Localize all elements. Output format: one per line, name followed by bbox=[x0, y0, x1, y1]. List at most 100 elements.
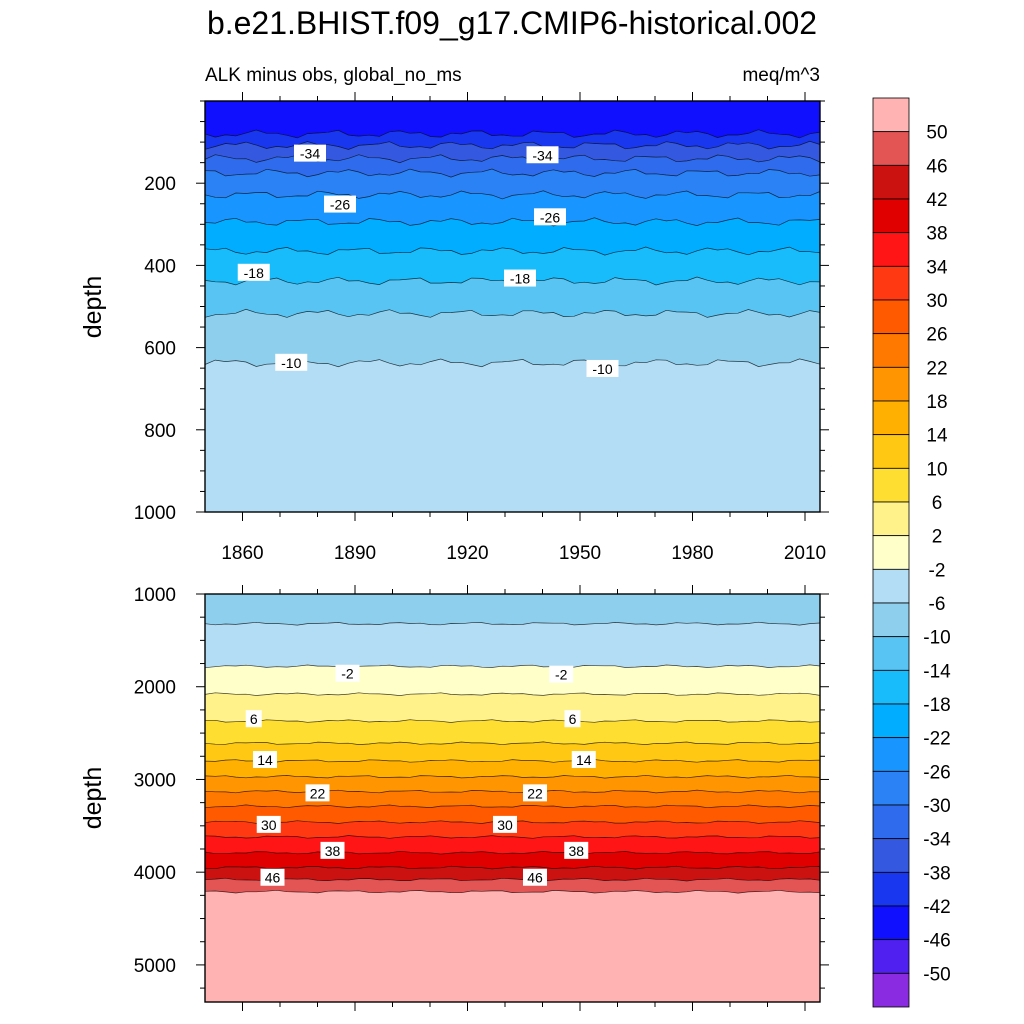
figure-title: b.e21.BHIST.f09_g17.CMIP6-historical.002 bbox=[207, 5, 817, 41]
contour-band bbox=[205, 851, 820, 869]
colorbar-swatch bbox=[872, 905, 910, 941]
plot-frame bbox=[204, 593, 821, 1003]
contour-label-text: 14 bbox=[257, 752, 273, 768]
contour-label-text: -10 bbox=[281, 355, 301, 371]
lower-fills bbox=[205, 594, 820, 1002]
y-tick-label: 200 bbox=[144, 174, 176, 195]
contour-line bbox=[204, 835, 821, 839]
contour-label-text: 46 bbox=[265, 870, 281, 886]
contour-label-box bbox=[253, 750, 277, 768]
contour-label: -18 bbox=[237, 263, 270, 281]
colorbar-label: -26 bbox=[923, 762, 950, 783]
colorbar-swatch bbox=[872, 804, 910, 840]
x-tick-label: 1920 bbox=[446, 543, 488, 564]
upper-contour-lines bbox=[204, 129, 821, 368]
contour-line bbox=[204, 308, 821, 318]
colorbar-swatch bbox=[872, 636, 910, 671]
contour-label-box bbox=[549, 665, 574, 683]
contour-band bbox=[205, 309, 820, 367]
contour-line bbox=[204, 889, 821, 894]
contour-band bbox=[205, 664, 820, 696]
lower-contour-labels: -2 -2 6 6 14 14 22 22 30 30 38 38 46 46 bbox=[245, 664, 596, 886]
contour-label: -2 bbox=[335, 664, 360, 682]
colorbar-label: 46 bbox=[926, 156, 947, 177]
contour-line bbox=[204, 621, 821, 626]
colorbar-label: -18 bbox=[923, 695, 950, 716]
contour-label-box bbox=[256, 815, 281, 833]
contour-line bbox=[204, 168, 821, 178]
colorbar-label: 42 bbox=[926, 190, 947, 211]
contour-line bbox=[204, 741, 821, 746]
colorbar-label: -6 bbox=[929, 594, 946, 615]
upper-ylabel: depth bbox=[79, 276, 107, 339]
contour-label: 30 bbox=[256, 815, 281, 833]
lower-ylabel: depth bbox=[79, 767, 107, 830]
colorbar-swatch bbox=[872, 198, 910, 234]
colorbar-swatch bbox=[872, 232, 910, 267]
upper-fills bbox=[205, 101, 820, 512]
contour-label-text: -26 bbox=[540, 209, 560, 225]
y-tick-label: 4000 bbox=[134, 863, 176, 884]
contour-label-box bbox=[275, 353, 308, 371]
contour-label-text: -2 bbox=[555, 667, 568, 683]
contour-label-box bbox=[335, 664, 360, 682]
contour-line bbox=[204, 850, 821, 855]
colorbar-label: -42 bbox=[923, 897, 950, 918]
contour-label-box bbox=[564, 841, 589, 859]
colorbar-swatch bbox=[872, 333, 910, 368]
contour-label: 22 bbox=[305, 784, 330, 802]
colorbar-label: -10 bbox=[923, 628, 950, 649]
contour-label-box bbox=[523, 784, 547, 802]
contour-label-text: -34 bbox=[532, 147, 552, 163]
contour-line bbox=[205, 719, 821, 723]
left-subtitle: ALK minus obs, global_no_ms bbox=[205, 65, 462, 86]
upper-panel: -34 -34 -26 -26 -18 -18 -10 -10 200 400 600 800 100… bbox=[79, 92, 829, 564]
contour-label-text: -18 bbox=[510, 271, 530, 287]
contour-band bbox=[205, 759, 820, 779]
contour-label-box bbox=[237, 263, 270, 281]
colorbar-label: 22 bbox=[926, 358, 947, 379]
contour-label-box bbox=[523, 868, 547, 886]
colorbar-swatch bbox=[872, 434, 910, 469]
contour-label: 46 bbox=[260, 868, 285, 886]
contour-label: -2 bbox=[549, 665, 574, 683]
contour-line bbox=[204, 692, 821, 696]
colorbar-label: -38 bbox=[923, 863, 950, 884]
colorbar-swatch bbox=[872, 972, 910, 1008]
colorbar-label: 34 bbox=[926, 257, 948, 278]
contour-label-text: 22 bbox=[527, 785, 543, 801]
contour-band bbox=[205, 247, 820, 285]
colorbar-swatch bbox=[872, 602, 910, 638]
contour-line bbox=[204, 246, 821, 256]
contour-label-box bbox=[245, 710, 262, 728]
upper-axes: 200 400 600 800 1000 1860 1890 1920 1950 1980 2010 bbox=[134, 92, 829, 564]
lower-axes: 1000 2000 3000 4000 5000 bbox=[134, 585, 829, 1011]
colorbar-swatch bbox=[872, 737, 910, 772]
contour-band bbox=[205, 804, 820, 824]
contour-label-box bbox=[586, 359, 619, 377]
colorbar-swatch bbox=[872, 939, 910, 974]
contour-label-text: -2 bbox=[341, 666, 354, 682]
contour-label: 14 bbox=[571, 750, 596, 768]
contour-label-text: 38 bbox=[325, 843, 341, 859]
colorbar-swatch bbox=[872, 770, 910, 806]
contour-band bbox=[205, 866, 820, 881]
contour-line bbox=[204, 774, 821, 779]
contour-line bbox=[204, 865, 821, 870]
contour-label: -26 bbox=[324, 195, 356, 213]
contour-label-box bbox=[493, 815, 517, 833]
colorbar-swatch bbox=[872, 366, 910, 402]
contour-band bbox=[205, 141, 820, 163]
contour-label: -26 bbox=[534, 208, 566, 226]
colorbar-swatch bbox=[872, 535, 910, 570]
contour-line bbox=[204, 804, 821, 809]
contour-label-text: -18 bbox=[244, 265, 264, 281]
contour-label-text: 30 bbox=[261, 817, 277, 833]
upper-contour-labels: -34 -34 -26 -26 -18 -18 -10 -10 bbox=[237, 144, 619, 377]
contour-band bbox=[205, 775, 820, 793]
contour-band bbox=[205, 190, 820, 226]
colorbar-label: 26 bbox=[926, 325, 947, 346]
colorbar-swatch bbox=[872, 299, 910, 335]
contour-band bbox=[205, 692, 820, 723]
contour-line bbox=[204, 877, 821, 882]
